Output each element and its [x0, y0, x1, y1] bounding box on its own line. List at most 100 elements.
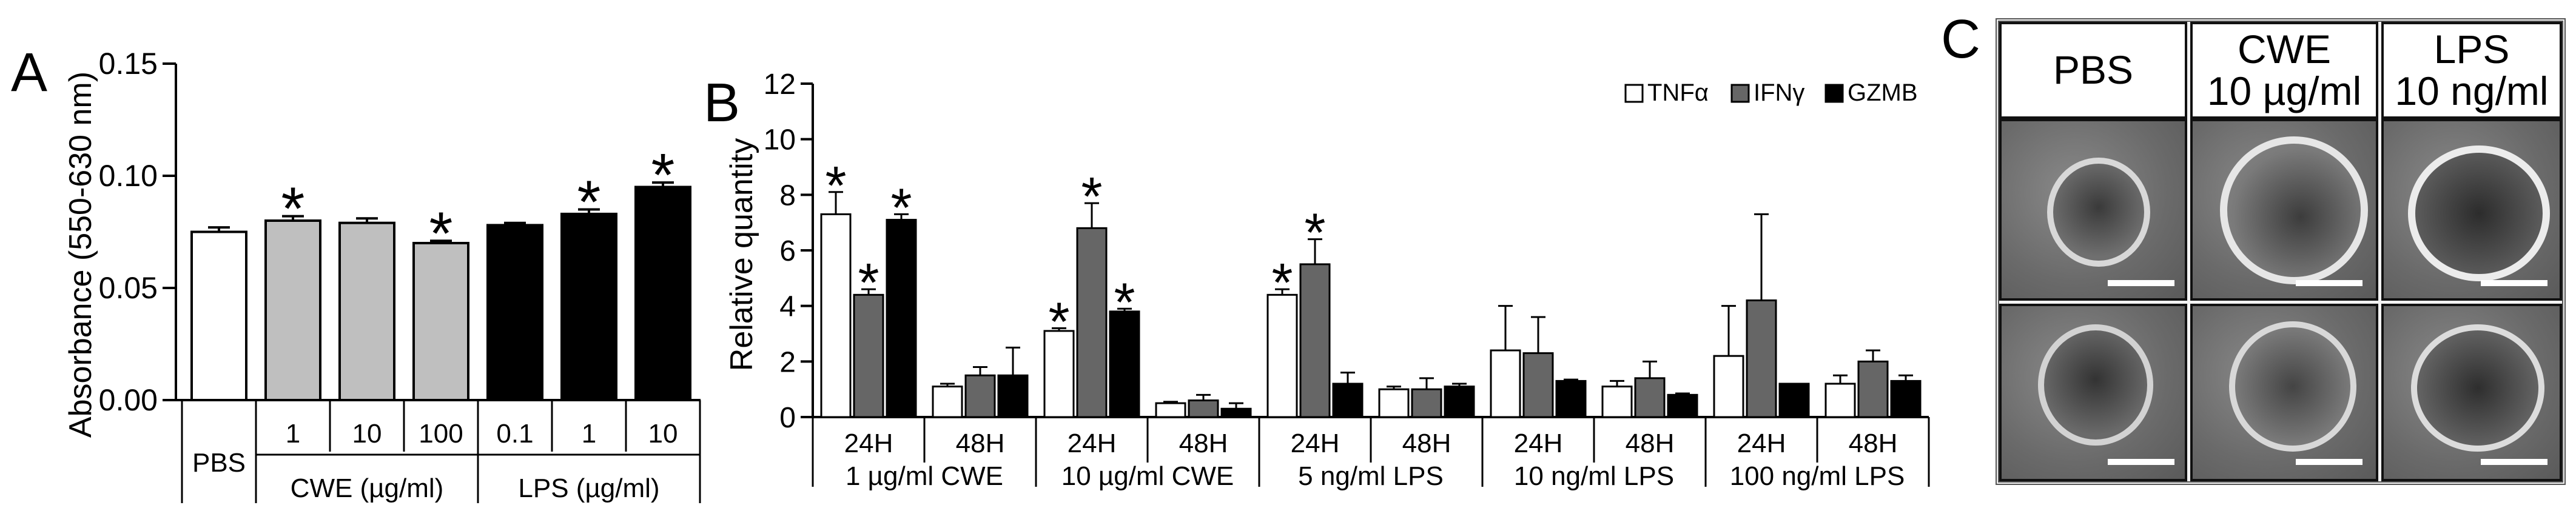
chart-b-bar — [1043, 330, 1075, 418]
chart-a-group-label: PBS — [192, 448, 246, 478]
chart-b-bar — [1299, 263, 1331, 418]
micrograph-pbs-2 — [1999, 304, 2187, 481]
chart-a-dose-label: 10 — [352, 419, 382, 449]
cell-image — [2229, 321, 2356, 452]
chart-a-bar — [634, 185, 691, 401]
chart-b-legend-swatch — [1824, 84, 1844, 103]
chart-b-bar — [1890, 379, 1922, 418]
chart-b-legend-label: GZMB — [1848, 79, 1918, 106]
chart-b-time-label: 48H — [1849, 429, 1898, 458]
chart-a-dose-label: 0.1 — [496, 419, 533, 449]
chart-b-legend-swatch — [1624, 84, 1644, 103]
micrograph-panel: PBS CWE 10 µg/ml LPS 10 ng/ml — [1996, 18, 2566, 485]
chart-b-time-label: 48H — [1626, 429, 1675, 458]
chart-b-bar — [1857, 360, 1889, 418]
chart-a-significance-star: * — [281, 175, 305, 243]
chart-a-dose-label: 100 — [419, 419, 463, 449]
micrograph-cwe-1 — [2190, 119, 2378, 301]
scale-bar — [2481, 459, 2547, 465]
chart-b-bar — [1746, 299, 1777, 418]
header-cwe-line2: 10 µg/ml — [2207, 69, 2362, 113]
cell-image — [2047, 158, 2150, 267]
chart-b-ytick-label: 4 — [779, 291, 796, 323]
chart-a-ytick-label: 0.05 — [99, 271, 158, 305]
chart-a-ytick-label: 0.10 — [99, 159, 158, 193]
chart-b-ytick-label: 0 — [779, 402, 796, 434]
chart-a-significance-star: * — [429, 199, 453, 267]
chart-b-significance-star: * — [1081, 167, 1102, 227]
chart-b-bar — [932, 386, 963, 418]
chart-b-legend-swatch — [1730, 84, 1750, 103]
header-cwe-line1: CWE — [2238, 26, 2331, 72]
chart-b-time-label: 24H — [1514, 429, 1563, 458]
scale-bar — [2296, 459, 2362, 465]
micrograph-pbs-1 — [1999, 119, 2187, 301]
chart-a-significance-star: * — [577, 169, 601, 236]
chart-b-condition-label: 10 µg/ml CWE — [1061, 461, 1234, 491]
chart-b-ytick-label: 6 — [779, 235, 796, 267]
chart-b-bar — [1713, 355, 1744, 418]
chart-b-time-label: 24H — [1737, 429, 1786, 458]
chart-b-ytick-label: 8 — [779, 179, 796, 212]
chart-b-bar — [1411, 388, 1442, 418]
header-pbs-line1: PBS — [2053, 47, 2134, 93]
chart-a-ylabel: Absorbance (550-630 nm) — [63, 72, 98, 438]
chart-b-bar — [1378, 388, 1410, 418]
cell-image — [2038, 324, 2153, 446]
chart-b-bar — [886, 219, 917, 418]
chart-b-condition-label: 5 ng/ml LPS — [1298, 461, 1444, 491]
chart-b-significance-star: * — [890, 178, 912, 238]
chart-a-dose-label: 10 — [648, 419, 678, 449]
chart-b-bar — [1667, 393, 1698, 418]
scale-bar — [2108, 280, 2174, 286]
chart-a-bar — [338, 221, 395, 401]
chart-b-significance-star: * — [1114, 272, 1135, 333]
micrograph-lps-2 — [2381, 304, 2562, 481]
chart-a-bar — [190, 230, 247, 401]
header-pbs: PBS — [1999, 22, 2187, 119]
cell-image — [2408, 145, 2550, 281]
chart-b-legend-label: IFNγ — [1754, 79, 1804, 106]
chart-b-time-label: 48H — [1402, 429, 1451, 458]
scale-bar — [2481, 280, 2547, 286]
chart-b-ytick-label: 12 — [764, 69, 796, 101]
chart-b-condition-label: 10 ng/ml LPS — [1514, 461, 1674, 491]
header-lps-line2: 10 ng/ml — [2395, 69, 2549, 113]
chart-b-bar — [1601, 386, 1633, 418]
chart-b-significance-star: * — [1271, 253, 1293, 313]
chart-a-bar — [486, 224, 543, 401]
chart-b-bar — [1266, 293, 1298, 418]
chart-b-time-label: 48H — [1179, 429, 1228, 458]
chart-b-bar — [1076, 227, 1108, 418]
chart-b-time-label: 48H — [956, 429, 1005, 458]
cell-image — [2411, 324, 2544, 452]
chart-b-ytick-label: 2 — [779, 346, 796, 378]
chart-b-bar — [820, 213, 852, 418]
chart-a-bar — [412, 242, 469, 401]
chart-b-bar — [1109, 310, 1140, 418]
chart-a-bar — [560, 212, 617, 401]
chart-b-significance-star: * — [825, 156, 846, 216]
header-lps-line1: LPS — [2433, 26, 2510, 72]
chart-b-condition-label: 100 ng/ml LPS — [1730, 461, 1905, 491]
chart-a-ytick-label: 0.00 — [99, 383, 158, 417]
cell-image — [2220, 136, 2368, 284]
chart-a-group-label: LPS (µg/ml) — [518, 473, 659, 503]
chart-b-bar — [1220, 407, 1252, 418]
chart-b-bar — [1824, 383, 1856, 418]
chart-b-time-label: 24H — [1291, 429, 1340, 458]
chart-a-group-label: CWE (µg/ml) — [291, 473, 444, 503]
chart-b-significance-star: * — [1048, 292, 1069, 352]
chart-b-condition-label: 1 µg/ml CWE — [846, 461, 1003, 491]
chart-a-ytick-label: 0.15 — [99, 47, 158, 81]
chart-b-bar — [1778, 383, 1810, 418]
chart-a: 0.00 0.05 0.10 0.15 * 1 10 * 100 0.1 * 1 * 10 PBS CWE (… — [99, 47, 701, 503]
header-lps: LPS 10 ng/ml — [2381, 22, 2562, 119]
chart-a-dose-label: 1 — [286, 419, 300, 449]
chart-b-bar — [1490, 349, 1521, 418]
chart-b-bar — [964, 374, 996, 418]
chart-b-legend-label: TNFα — [1647, 79, 1709, 106]
scale-bar — [2108, 459, 2174, 465]
